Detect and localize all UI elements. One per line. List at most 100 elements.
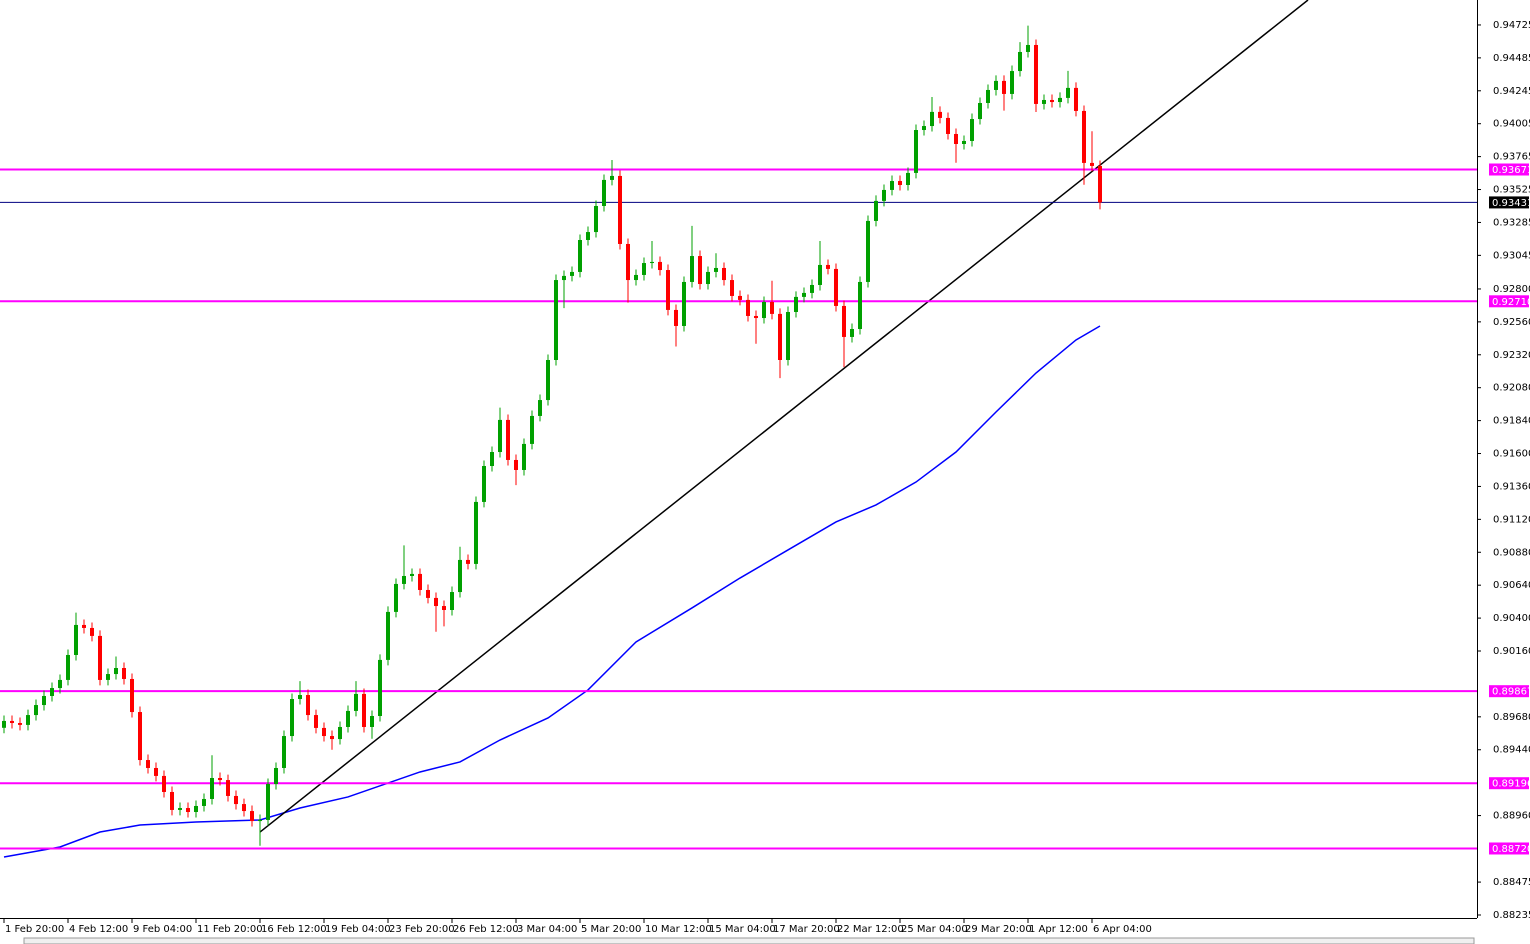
candle-body [202, 798, 206, 806]
candle-body [242, 804, 246, 812]
x-tick-label: 22 Mar 12:00 [837, 924, 904, 935]
candle-body [338, 726, 342, 740]
candle-body [530, 415, 534, 444]
x-tick-label: 25 Mar 04:00 [901, 924, 968, 935]
x-tick-label: 19 Feb 04:00 [325, 924, 391, 935]
candle-body [434, 597, 438, 607]
candle-body [410, 573, 414, 576]
candle-body [938, 111, 942, 118]
candle-body [714, 267, 718, 272]
candle-body [474, 501, 478, 564]
candle-body [946, 117, 950, 134]
candle-body [90, 627, 94, 636]
candle-body [546, 359, 550, 401]
x-tick-label: 17 Mar 20:00 [773, 924, 840, 935]
candle-body [450, 592, 454, 610]
candle-body [762, 301, 766, 319]
candle-body [898, 181, 902, 186]
candle-body [210, 777, 214, 799]
candle-body [482, 466, 486, 502]
candle-body [674, 309, 678, 326]
candle-body [186, 808, 190, 813]
candle-body [370, 716, 374, 727]
candle-body [666, 270, 670, 310]
level-label-box [1489, 163, 1529, 176]
x-tick-label: 1 Apr 12:00 [1029, 924, 1088, 935]
x-tick-label: 9 Feb 04:00 [133, 924, 192, 935]
level-label-box [1489, 842, 1529, 855]
level-label: 0.89867 [1492, 687, 1530, 698]
level-label-box [1489, 685, 1529, 698]
candle-body [42, 695, 46, 706]
candle-body [282, 736, 286, 768]
candle-body [586, 232, 590, 240]
x-tick-label: 6 Apr 04:00 [1093, 924, 1152, 935]
candle-body [130, 678, 134, 713]
candle-body [58, 679, 62, 689]
y-tick-label: 0.94245 [1493, 86, 1530, 97]
x-tick-label: 4 Feb 12:00 [69, 924, 128, 935]
candle-body [810, 284, 814, 293]
candle-body [458, 559, 462, 593]
x-tick-label: 3 Mar 04:00 [517, 924, 577, 935]
y-tick-label: 0.94725 [1493, 20, 1530, 31]
candle-body [906, 172, 910, 186]
y-tick-label: 0.94005 [1493, 119, 1530, 130]
y-tick-label: 0.93285 [1493, 217, 1530, 228]
y-tick-label: 0.94485 [1493, 53, 1530, 64]
x-tick-label: 23 Feb 20:00 [389, 924, 455, 935]
x-tick-label: 1 Feb 20:00 [5, 924, 64, 935]
candle-body [298, 695, 302, 700]
candle-body [114, 668, 118, 675]
candle-body [770, 301, 774, 314]
candle-body [826, 264, 830, 269]
candle-body [154, 767, 158, 776]
candle-body [650, 261, 654, 264]
candle-body [834, 268, 838, 306]
x-tick-label: 29 Mar 20:00 [965, 924, 1032, 935]
candle-body [386, 611, 390, 660]
candle-body [1082, 110, 1086, 163]
level-label-box [1489, 295, 1529, 308]
candle-body [314, 715, 318, 728]
candle-body [818, 264, 822, 285]
candle-body [954, 133, 958, 144]
candle-body [1042, 99, 1046, 104]
candle-body [10, 720, 14, 724]
moving-average [3, 325, 1101, 858]
candle-body [634, 274, 638, 281]
candle-body [522, 443, 526, 470]
current-price-label: 0.93431 [1492, 198, 1530, 209]
candle-body [122, 668, 126, 679]
candle-body [146, 760, 150, 768]
candle-body [890, 181, 894, 190]
candle-body [250, 811, 254, 822]
candle-body [26, 715, 30, 725]
candle-body [354, 693, 358, 711]
candle-body [914, 130, 918, 173]
candle-body [922, 126, 926, 131]
candle-body [746, 299, 750, 316]
candle-body [394, 583, 398, 612]
candle-body [162, 775, 166, 792]
candle-body [842, 305, 846, 337]
x-tick-label: 11 Feb 20:00 [197, 924, 263, 935]
candle-body [682, 281, 686, 326]
candle-body [1074, 87, 1078, 111]
candle-body [850, 328, 854, 337]
candle-body [874, 200, 878, 221]
candle-body [2, 720, 6, 728]
candle-body [858, 281, 862, 329]
candle-body [962, 140, 966, 144]
candle-body [1090, 162, 1094, 166]
scrollbar[interactable] [23, 937, 1475, 944]
candle-body [570, 271, 574, 276]
candle-body [970, 119, 974, 141]
candle-body [506, 419, 510, 460]
